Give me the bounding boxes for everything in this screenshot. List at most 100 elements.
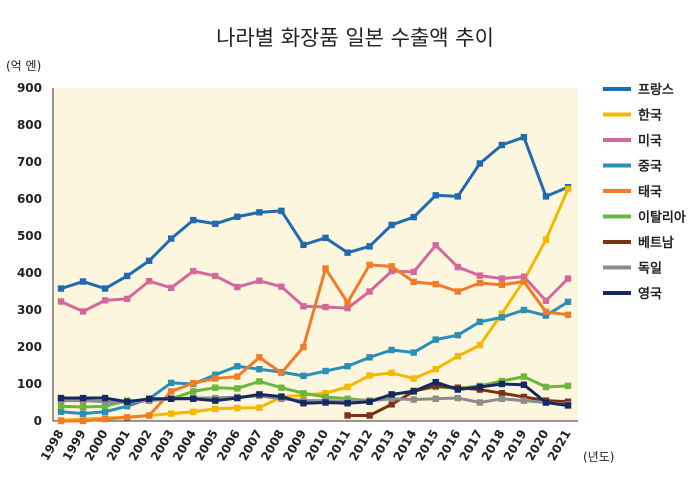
data-point (564, 402, 572, 409)
plot-area: 0100200300400500600700800900199819992000… (17, 81, 578, 463)
data-point (432, 378, 439, 386)
data-point (410, 349, 417, 356)
data-point (366, 372, 373, 379)
data-point (476, 272, 484, 279)
y-tick-label: 800 (17, 118, 42, 132)
data-point (498, 310, 506, 317)
data-point (454, 193, 461, 200)
plot-background (53, 88, 578, 421)
data-point (388, 346, 395, 354)
data-point (123, 272, 131, 280)
data-point (542, 308, 550, 316)
legend-label: 한국 (638, 108, 662, 124)
data-point (344, 363, 351, 370)
data-point (123, 295, 131, 303)
data-point (454, 394, 461, 402)
series-line (61, 394, 569, 406)
y-tick-label: 0 (34, 414, 42, 428)
data-point (520, 273, 528, 280)
data-point (344, 304, 351, 312)
data-point (388, 369, 395, 377)
x-tick-label: 2021 (545, 427, 574, 463)
data-point (168, 410, 175, 417)
data-point (322, 390, 329, 397)
data-point (145, 412, 153, 419)
series-0 (57, 134, 572, 292)
data-point (564, 311, 572, 319)
legend-label: 태국 (638, 185, 662, 200)
data-point (168, 388, 175, 395)
data-point (520, 381, 528, 388)
data-point (101, 408, 109, 415)
data-point (57, 285, 65, 292)
data-point (234, 363, 241, 370)
data-point (145, 395, 153, 402)
data-point (212, 405, 219, 412)
legend-label: 미국 (638, 133, 662, 149)
data-point (256, 366, 263, 373)
data-point (454, 288, 461, 295)
data-point (101, 415, 109, 423)
data-point (57, 408, 65, 415)
data-point (366, 398, 373, 405)
data-point (432, 395, 439, 402)
data-point (542, 383, 550, 391)
data-point (388, 401, 395, 408)
data-point (564, 298, 572, 306)
data-point (234, 283, 241, 291)
series-line (61, 380, 569, 407)
data-point (101, 297, 109, 304)
data-point (234, 373, 241, 380)
data-point (256, 378, 263, 385)
data-point (410, 213, 417, 221)
data-point (256, 404, 263, 411)
data-point (542, 193, 550, 200)
data-point (79, 410, 87, 417)
data-point (388, 267, 395, 275)
data-point (168, 284, 175, 291)
data-point (300, 303, 307, 310)
data-point (190, 267, 197, 275)
data-point (410, 278, 417, 286)
data-point (212, 384, 219, 391)
data-point (520, 397, 528, 404)
data-point (432, 336, 439, 343)
data-point (212, 397, 219, 404)
y-tick-label: 400 (17, 266, 42, 280)
data-point (278, 207, 285, 215)
data-point (344, 412, 351, 419)
data-point (454, 353, 461, 360)
data-point (57, 394, 65, 402)
data-point (432, 280, 439, 288)
data-point (366, 261, 373, 269)
data-point (454, 386, 461, 393)
data-point (520, 278, 528, 285)
data-point (366, 412, 373, 419)
data-point (520, 306, 528, 314)
data-point (476, 341, 484, 349)
data-point (520, 373, 528, 380)
data-point (300, 241, 307, 249)
data-point (564, 185, 572, 193)
data-point (256, 354, 263, 361)
data-point (388, 221, 395, 229)
data-point (101, 285, 109, 292)
data-point (79, 394, 87, 402)
data-point (410, 268, 417, 276)
data-point (498, 380, 506, 388)
data-point (564, 382, 572, 390)
y-tick-label: 600 (17, 192, 42, 206)
data-point (278, 384, 285, 391)
legend-label: 독일 (638, 262, 662, 277)
data-point (520, 393, 528, 401)
y-tick-label: 700 (17, 155, 42, 169)
data-point (432, 382, 439, 390)
data-point (123, 398, 131, 405)
data-point (212, 272, 219, 280)
data-point (498, 390, 506, 397)
data-point (454, 263, 461, 271)
data-point (168, 235, 175, 242)
data-point (344, 400, 351, 407)
y-tick-label: 200 (17, 340, 42, 354)
